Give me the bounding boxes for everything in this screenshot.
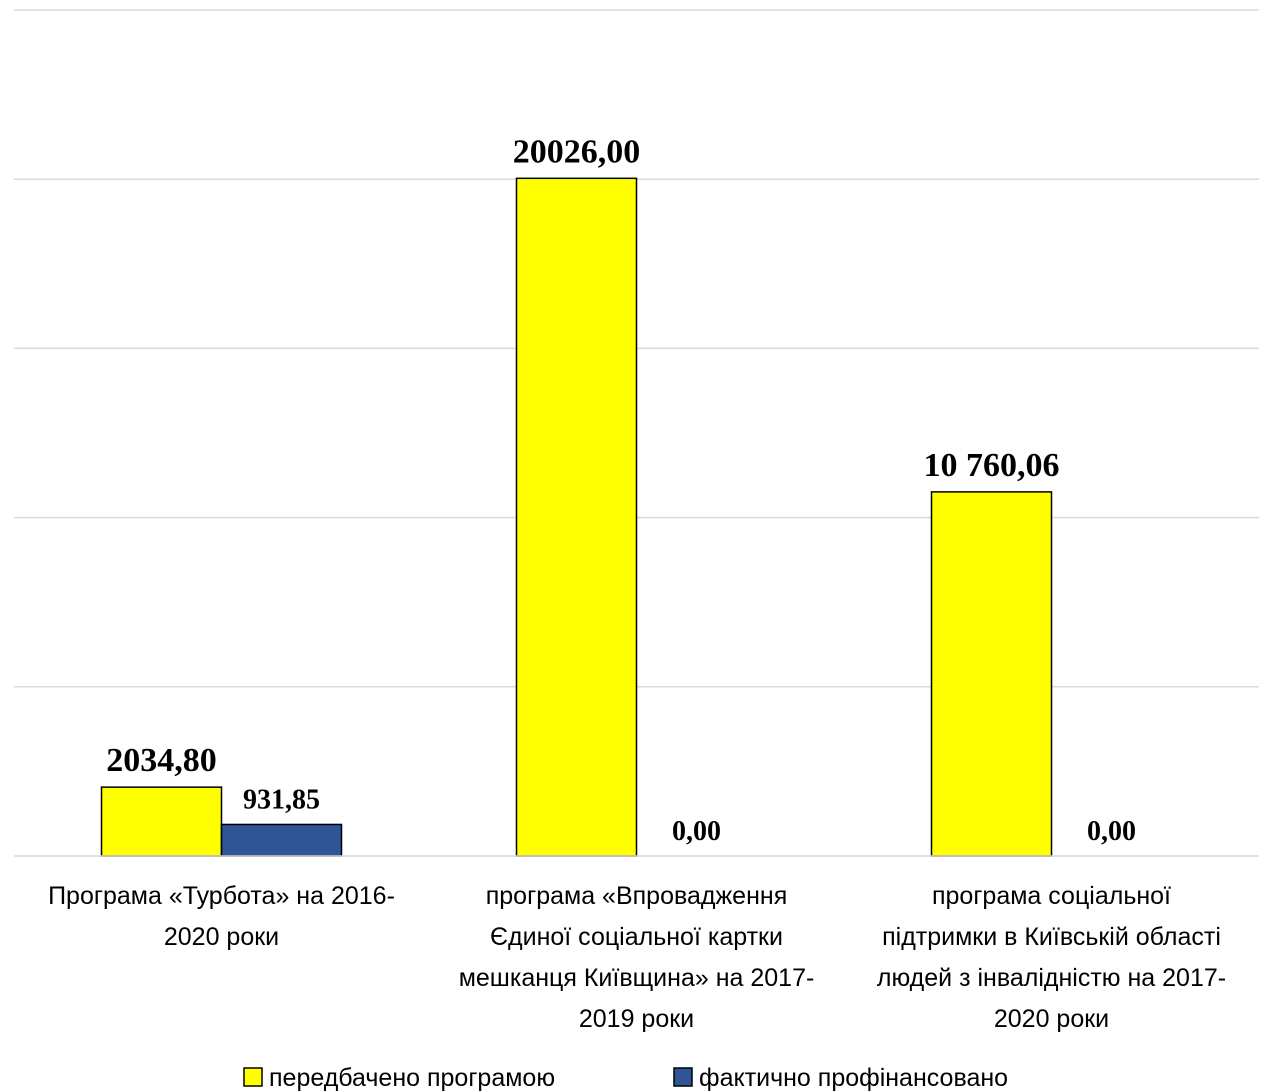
data-label-planned-1: 20026,00 xyxy=(513,133,641,170)
legend-swatch-0 xyxy=(243,1067,263,1087)
bar-planned-0 xyxy=(100,786,223,857)
category-label-0: Програма «Турбота» на 2016-2020 роки xyxy=(48,882,395,951)
bar-planned-1 xyxy=(515,177,638,857)
bars xyxy=(100,177,1053,857)
data-label-planned-0: 2034,80 xyxy=(106,742,217,779)
category-label-2: програма соціальної підтримки в Київській… xyxy=(877,882,1226,1033)
data-labels: 2034,80 20026,00 10 760,06 931,85 0,00 0,00 xyxy=(106,133,1136,847)
data-label-planned-2: 10 760,06 xyxy=(924,447,1060,484)
legend-label-1: фактично профінансовано xyxy=(699,1064,1008,1091)
data-label-actual-0: 931,85 xyxy=(243,784,320,815)
category-label-1: програма «Впровадження Єдиної соціальної … xyxy=(459,882,815,1033)
legend: передбачено програмою фактично профінансо… xyxy=(243,1064,1008,1091)
bar-actual-0 xyxy=(220,823,343,857)
legend-swatch-1 xyxy=(673,1067,693,1087)
data-label-actual-1: 0,00 xyxy=(672,816,721,847)
data-label-actual-2: 0,00 xyxy=(1087,816,1136,847)
category-labels: Програма «Турбота» на 2016-2020 роки прог… xyxy=(48,882,1226,1033)
bar-planned-2 xyxy=(930,491,1053,857)
legend-label-0: передбачено програмою xyxy=(269,1064,555,1091)
